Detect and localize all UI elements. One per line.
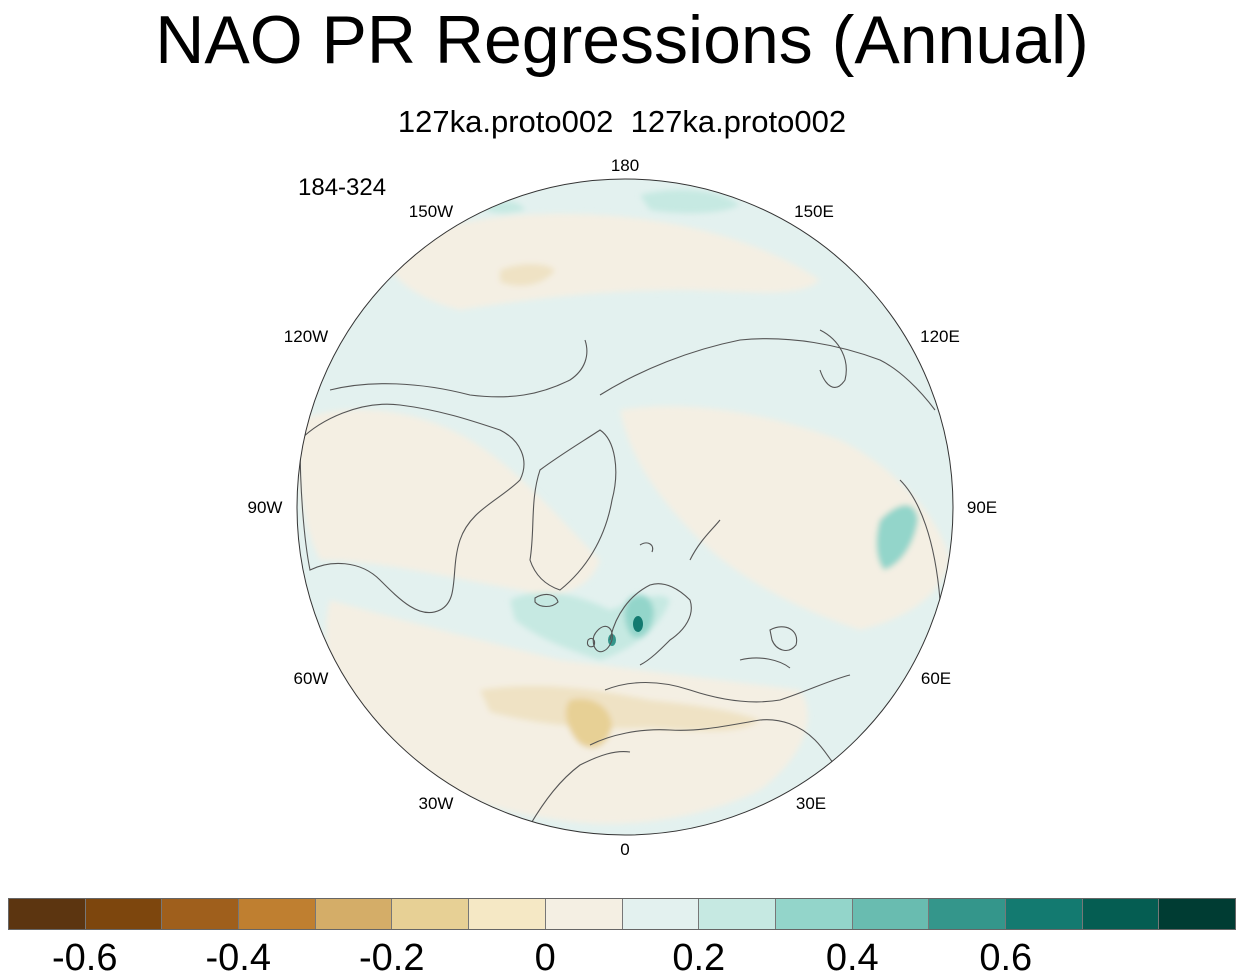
- coast-novaya-zemlya: [689, 519, 721, 561]
- colorbar-label: -0.4: [205, 937, 271, 979]
- lon-label-60e: 60E: [920, 669, 952, 688]
- field-neg-iberia: [565, 698, 612, 748]
- coast-kamchatka: [819, 329, 847, 388]
- colorbar-box-0: [9, 899, 86, 929]
- lon-label-90e: 90E: [966, 498, 998, 517]
- lon-label-30w: 30W: [418, 794, 454, 813]
- field-max-norway: [633, 616, 643, 632]
- coast-alaska: [329, 339, 588, 398]
- coast-svalbard: [639, 542, 654, 553]
- colorbar-box-10: [775, 899, 853, 929]
- coast-ireland: [586, 637, 596, 648]
- field-neg-pacific: [380, 213, 820, 310]
- coast-greenland: [529, 429, 617, 591]
- colorbar-box-12: [929, 899, 1006, 929]
- lon-label-150e: 150E: [794, 202, 834, 221]
- lon-label-30e: 30E: [795, 794, 827, 813]
- lon-label-150w: 150W: [408, 202, 454, 221]
- coast-iceland: [534, 593, 559, 608]
- colorbar-box-9: [699, 899, 776, 929]
- field-pos-pacific: [640, 189, 740, 214]
- colorbar-box-1: [85, 899, 163, 929]
- period-label: 184-324: [298, 174, 387, 201]
- colorbar-box-2: [162, 899, 240, 929]
- colorbar-label: 0: [534, 937, 556, 979]
- coast-british-isles: [592, 625, 613, 653]
- coast-siberia: [599, 338, 936, 411]
- lon-label-180: 180: [610, 156, 640, 175]
- colorbar-box-7: [545, 899, 623, 929]
- polar-map: [296, 178, 954, 836]
- colorbar-label: -0.2: [359, 937, 425, 979]
- field-pos-asia-east: [876, 505, 918, 570]
- coast-europe-north: [604, 674, 851, 703]
- colorbar-box-11: [852, 899, 930, 929]
- colorbar-label: 0.6: [979, 937, 1033, 979]
- lon-label-120w: 120W: [283, 327, 329, 346]
- coastlines: [299, 329, 941, 826]
- colorbar: [8, 898, 1236, 930]
- map-border: [296, 178, 954, 836]
- coast-north-america: [299, 403, 525, 614]
- coast-africa: [529, 751, 631, 826]
- colorbar-box-15: [1159, 899, 1235, 929]
- colorbar-box-14: [1082, 899, 1160, 929]
- field-neg-america: [298, 409, 600, 594]
- lon-label-90w: 90W: [247, 498, 283, 517]
- map-subtitle: 127ka.proto002 127ka.proto002: [397, 104, 847, 139]
- colorbar-box-8: [622, 899, 700, 929]
- colorbar-box-6: [469, 899, 546, 929]
- colorbar-box-5: [392, 899, 470, 929]
- coast-caspian: [769, 626, 798, 651]
- colorbar-box-13: [1005, 899, 1083, 929]
- colorbar-label: 0.2: [672, 937, 726, 979]
- colorbar-box-4: [315, 899, 393, 929]
- field-neg-asia: [620, 406, 950, 630]
- coast-east-asia: [899, 479, 941, 601]
- lon-label-120e: 120E: [920, 327, 960, 346]
- lon-label-60w: 60W: [293, 669, 329, 688]
- coast-scandinavia: [609, 583, 692, 666]
- field-neg-spot: [500, 264, 555, 286]
- field-neg-mediterranean: [480, 685, 760, 732]
- lon-label-0: 0: [620, 840, 630, 859]
- colorbar-label: -0.6: [52, 937, 118, 979]
- coast-mediterranean: [589, 719, 836, 766]
- colorbar-label: 0.4: [825, 937, 879, 979]
- map-title: NAO PR Regressions (Annual): [155, 2, 1089, 78]
- precip-field: [297, 179, 953, 835]
- colorbar-box-3: [239, 899, 316, 929]
- coast-black-sea: [739, 657, 791, 669]
